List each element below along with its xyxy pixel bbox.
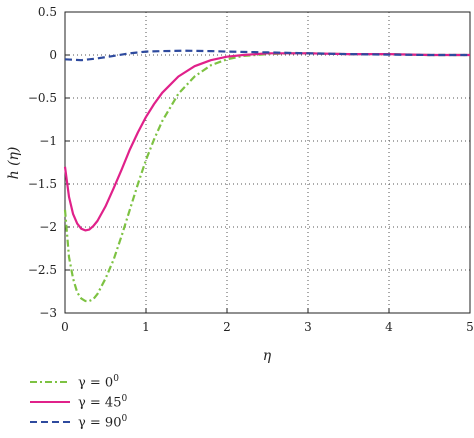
legend-label: γ = 00 <box>78 373 119 391</box>
series-lines <box>63 49 470 303</box>
x-tick-label: 4 <box>385 320 393 334</box>
legend-label: γ = 450 <box>78 393 128 411</box>
y-tick-label: −2 <box>39 220 57 234</box>
y-tick-label: −1 <box>39 134 57 148</box>
x-axis-ticks: 0 1 2 3 4 5 <box>61 308 474 334</box>
x-tick-label: 1 <box>142 320 150 334</box>
line-chart: 0 1 2 3 4 5 0.5 0 −0.5 −1 −1.5 −2 −2.5 −3 η h (η) <box>6 5 474 364</box>
legend: γ = 00 γ = 450 γ = 900 <box>30 372 127 432</box>
grid-lines <box>65 12 470 313</box>
x-tick-label: 5 <box>466 320 474 334</box>
y-tick-label: −3 <box>39 306 57 320</box>
legend-label: γ = 900 <box>78 413 128 431</box>
series-line-0 <box>63 52 470 303</box>
plot-frame <box>64 11 471 314</box>
legend-item: γ = 00 <box>30 372 127 392</box>
series-line-1 <box>63 52 470 232</box>
y-tick-label: −0.5 <box>28 91 57 105</box>
legend-swatch-gamma-90 <box>30 421 70 423</box>
series-line-2 <box>64 49 470 62</box>
legend-item: γ = 450 <box>30 392 127 412</box>
x-tick-label: 2 <box>223 320 231 334</box>
legend-swatch-gamma-45 <box>30 401 70 403</box>
y-tick-label: 0 <box>49 48 57 62</box>
y-tick-label: −1.5 <box>28 177 57 191</box>
y-tick-label: 0.5 <box>38 5 57 19</box>
legend-swatch-gamma-0 <box>30 381 70 383</box>
x-tick-label: 0 <box>61 320 69 334</box>
x-axis-label: η <box>263 348 272 364</box>
y-tick-label: −2.5 <box>28 263 57 277</box>
legend-item: γ = 900 <box>30 412 127 432</box>
y-axis-label: h (η) <box>6 147 22 180</box>
x-tick-label: 3 <box>304 320 312 334</box>
y-axis-ticks: 0.5 0 −0.5 −1 −1.5 −2 −2.5 −3 <box>28 5 70 320</box>
